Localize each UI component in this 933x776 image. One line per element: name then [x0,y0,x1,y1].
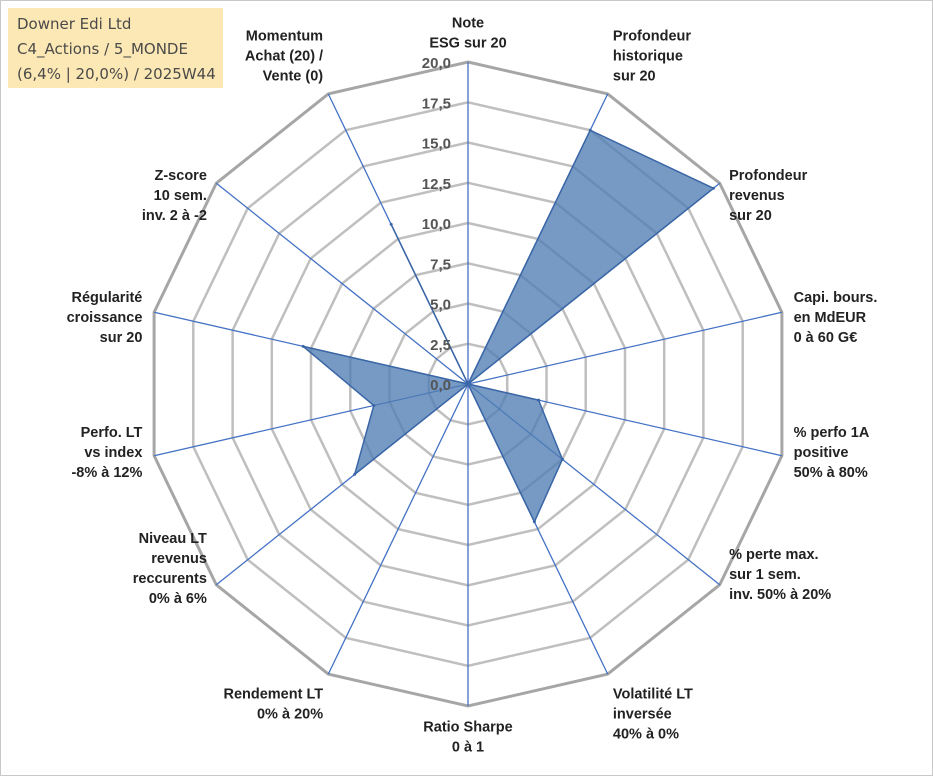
tick-label: 17,5 [422,95,451,112]
axis-label-line: Z-score [155,168,207,184]
axis-label-line: inv. 2 à -2 [142,208,207,224]
tick-label: 0,0 [430,377,451,394]
axis-label-line: en MdEUR [794,310,867,326]
axis-label: Profondeur historique sur 20 [613,29,691,85]
data-point [389,222,393,226]
axis-label-line: reccurents [133,571,207,587]
axis-label-line: Achat (20) / [245,49,323,65]
data-point [560,457,564,461]
radar-axis-labels: Note ESG sur 20 Profondeur historique sur 20… [67,16,878,756]
axis-label-line: 0% à 20% [257,707,323,723]
data-point [353,472,357,476]
axis-label: Volatilité LT inversée 40% à 0% [613,687,693,743]
axis-label-line: Vente (0) [263,69,324,85]
axis-label: Rendement LT 0% à 20% [223,687,323,723]
tick-label: 10,0 [422,216,451,233]
info-box: Downer Edi Ltd C4_Actions / 5_MONDE (6,4… [8,8,223,88]
axis-label-line: 0 à 60 G€ [794,330,858,346]
axis-label-line: -8% à 12% [71,465,142,481]
data-point [588,128,592,132]
tick-label: 7,5 [430,256,451,273]
data-point [372,404,376,407]
axis-label-line: sur 20 [613,69,656,85]
data-point [301,344,305,348]
axis-label-line: inversée [613,707,672,723]
axis-label: Niveau LT revenus reccurents 0% à 6% [133,531,207,607]
axis-label-line: Perfo. LT [81,425,143,441]
axis-label-line: 0% à 6% [149,591,207,607]
axis-label-line: 50% à 80% [794,465,868,481]
axis-label-line: Profondeur [729,168,807,184]
axis-label-line: 10 sem. [154,188,207,204]
axis-label: Momentum Achat (20) / Vente (0) [245,29,323,85]
axis-label-line: vs index [84,445,142,461]
tick-label: 2,5 [430,337,451,354]
weights-period: (6,4% | 20,0%) / 2025W44 [17,65,216,83]
axis-label-line: Ratio Sharpe [423,720,512,736]
tick-label: 12,5 [422,176,451,193]
axis-label-line: revenus [729,188,785,204]
axis-label: Note ESG sur 20 [429,16,506,52]
tick-label: 20,0 [422,55,451,72]
data-point [466,382,470,386]
axis-label-line: sur 1 sem. [729,567,801,583]
data-point [712,186,715,190]
axis-label-line: Régularité [71,290,142,306]
axis-label-line: ESG sur 20 [429,36,506,52]
axis-label-line: Momentum [246,29,323,45]
axis-label-line: 40% à 0% [613,727,679,743]
series-area [302,129,715,524]
axis-label-line: historique [613,49,683,65]
axis-label: Régularité croissance sur 20 [67,290,143,346]
axis-label-line: croissance [67,310,143,326]
axis-label-line: % perfo 1A [794,425,870,441]
axis-label: Profondeur revenus sur 20 [729,168,807,224]
axis-label-line: positive [794,445,849,461]
tick-label: 15,0 [422,136,451,153]
axis-label-line: Volatilité LT [613,687,693,703]
axis-spoke [215,182,469,385]
axis-label: Z-score 10 sem. inv. 2 à -2 [142,168,207,224]
axis-label-line: inv. 50% à 20% [729,587,831,603]
axis-spoke [467,311,783,385]
axis-label-line: Note [452,16,484,32]
axis-label-line: Profondeur [613,29,691,45]
axis-label: Capi. bours. en MdEUR 0 à 60 G€ [794,290,878,346]
axis-label-line: % perte max. [729,547,818,563]
axis-label-line: 0 à 1 [452,740,484,756]
axis-label-line: Capi. bours. [794,290,878,306]
axis-label-line: sur 20 [100,330,143,346]
portfolio-name: C4_Actions / 5_MONDE [17,40,188,58]
radar-series [301,128,715,524]
axis-label-line: Niveau LT [139,531,207,547]
axis-label-line: Rendement LT [223,687,323,703]
data-point [537,398,541,402]
axis-label: % perte max. sur 1 sem. inv. 50% à 20% [729,547,831,603]
company-name: Downer Edi Ltd [17,15,132,33]
tick-label: 5,0 [430,297,451,314]
axis-label: % perfo 1A positive 50% à 80% [794,425,870,481]
axis-label-line: revenus [151,551,207,567]
data-point [532,520,536,524]
axis-label-line: sur 20 [729,208,772,224]
axis-spoke [327,383,469,675]
axis-label: Ratio Sharpe 0 à 1 [423,720,512,756]
radar-tick-labels: 0,0 2,5 5,0 7,5 10,0 12,5 15,0 17,5 20,0 [422,55,451,394]
axis-label: Perfo. LT vs index -8% à 12% [71,425,142,481]
